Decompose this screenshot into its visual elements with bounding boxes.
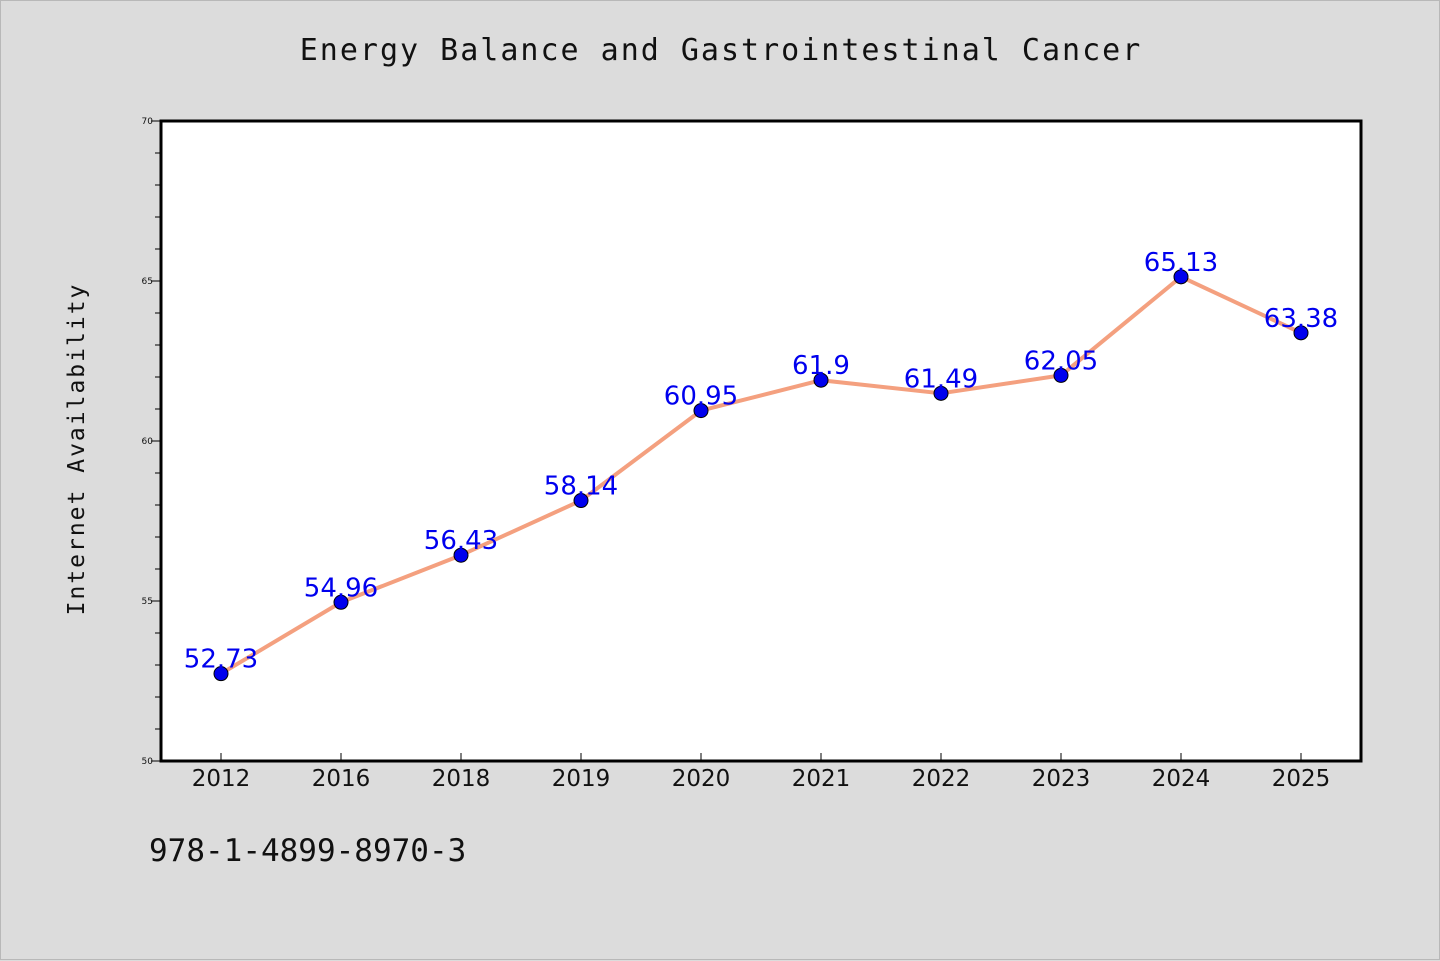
data-point — [453, 547, 469, 563]
y-tick-label: 55 — [142, 597, 153, 607]
x-tick-label: 2018 — [432, 766, 491, 792]
y-tick-label: 50 — [142, 757, 154, 767]
data-label: 52.73 — [184, 645, 258, 675]
y-tick-label: 70 — [142, 117, 154, 127]
plot-area — [159, 119, 1363, 763]
data-label: 60.95 — [664, 382, 738, 412]
chart-title: Energy Balance and Gastrointestinal Canc… — [299, 33, 1143, 68]
y-tick-label: 65 — [142, 277, 153, 287]
data-label: 63.38 — [1264, 304, 1338, 334]
data-label: 62.05 — [1024, 346, 1098, 376]
x-tick-label: 2025 — [1272, 766, 1331, 792]
y-axis: 50 55 60 65 70 — [142, 117, 161, 767]
x-tick-label: 2019 — [552, 766, 611, 792]
x-tick-label: 2012 — [192, 766, 251, 792]
data-point — [213, 666, 229, 682]
series-line — [219, 274, 1302, 676]
x-tick-label: 2020 — [672, 766, 731, 792]
x-tick-label: 2016 — [312, 766, 371, 792]
data-point — [1053, 367, 1069, 383]
x-tick-label: 2024 — [1152, 766, 1211, 792]
data-point — [333, 594, 349, 610]
data-point — [1173, 269, 1189, 285]
series-group: 52.73 54.96 56.43 58.14 60.95 61.9 61.49 62.05 6… — [184, 248, 1338, 682]
data-point — [813, 372, 829, 388]
data-label: 61.49 — [904, 364, 978, 394]
data-label: 65.13 — [1144, 248, 1218, 278]
data-label: 58.14 — [544, 472, 618, 502]
x-tick-label: 2022 — [912, 766, 971, 792]
data-label: 61.9 — [792, 351, 850, 381]
data-point — [573, 493, 589, 509]
data-label: 56.43 — [424, 526, 498, 556]
footer-note: 978-1-4899-8970-3 — [149, 833, 467, 869]
x-tick-label: 2021 — [792, 766, 851, 792]
y-tick-label: 60 — [142, 437, 154, 447]
x-axis: 2012 2016 2018 2019 2020 2021 2022 2023 2024 2025 — [192, 753, 1331, 792]
data-label: 54.96 — [304, 573, 378, 603]
data-point — [933, 385, 949, 401]
data-point — [1293, 325, 1309, 341]
x-tick-label: 2023 — [1032, 766, 1091, 792]
data-point — [693, 403, 709, 419]
